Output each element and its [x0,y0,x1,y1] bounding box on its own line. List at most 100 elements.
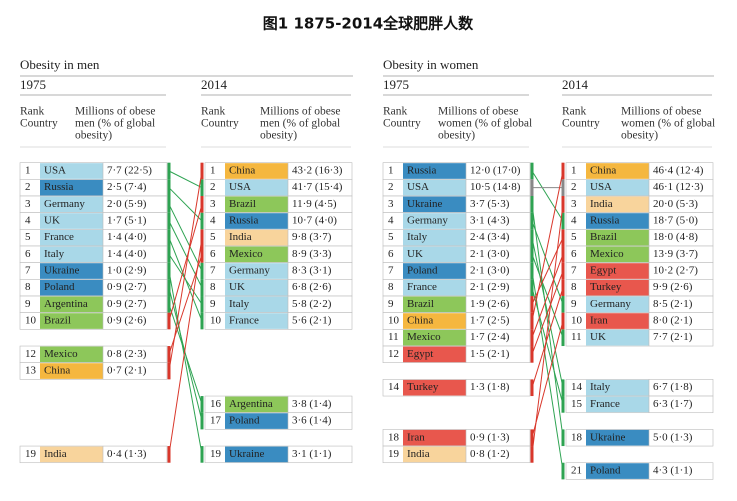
value: 2·5 (7·4) [107,181,147,193]
rank-link [168,270,203,455]
rank: 2 [571,181,577,193]
value: 6·7 (1·8) [653,381,693,393]
value: 12·0 (17·0) [470,165,521,177]
year: 1975 [20,77,46,92]
value: 41·7 (15·4) [292,181,343,193]
value: 46·1 (12·3) [653,181,704,193]
value: 7·7 (22·5) [107,165,152,177]
value: 10·5 (14·8) [470,181,521,193]
col-header: Millions of obese [260,106,341,118]
year: 2014 [562,77,589,92]
country: Brazil [590,231,617,243]
country-cell [225,313,288,329]
country-cell [225,163,288,179]
country: France [407,281,437,293]
value: 1·9 (2·6) [470,298,510,310]
rank: 10 [210,315,222,327]
country-cell [403,163,466,179]
country: USA [44,165,66,177]
country: Iran [407,431,425,443]
col-header: women (% of global [438,118,532,130]
value: 2·1 (2·9) [470,281,510,293]
col-header: Millions of obese [75,106,156,118]
value: 46·4 (12·4) [653,165,704,177]
panel-heading: Obesity in men [20,57,100,72]
country-cell [586,163,649,179]
rank: 1 [571,165,577,177]
rank-link [531,270,564,472]
value: 8·9 (3·3) [292,248,332,260]
country-cell [403,263,466,279]
country: Poland [229,415,260,427]
country-cell [40,279,103,296]
country: Turkey [590,281,622,293]
value: 0·7 (2·1) [107,365,147,377]
value: 10·7 (4·0) [292,215,337,227]
country-cell [40,213,103,229]
rank: 3 [210,198,216,210]
rank: 6 [25,248,31,260]
value: 2·0 (5·9) [107,198,147,210]
rank: 6 [571,248,577,260]
country: France [229,315,259,327]
country-cell [40,179,103,196]
value: 1·5 (2·1) [470,348,510,360]
country: Italy [407,231,428,243]
country-cell [586,246,649,263]
value: 18·7 (5·0) [653,215,698,227]
rank: 3 [25,198,31,210]
country: USA [590,181,612,193]
country-cell [40,229,103,246]
value: 1·7 (5·1) [107,215,147,227]
country-cell [586,329,649,346]
rank-link [531,254,564,338]
value: 1·7 (2·5) [470,315,510,327]
country: Poland [407,265,438,277]
country-cell [40,263,103,279]
rank: 7 [25,265,31,277]
country: Brazil [44,315,71,327]
value: 0·4 (1·3) [107,448,147,460]
value: 9·9 (2·6) [653,281,693,293]
country: Germany [44,198,85,210]
country-cell [225,196,288,213]
value: 8·3 (3·1) [292,265,332,277]
country: Mexico [44,348,78,360]
country: France [590,398,620,410]
rank: 11 [388,331,399,343]
value: 6·3 (1·7) [653,398,693,410]
country: China [44,365,70,377]
col-header: Rank [201,106,226,118]
rank: 9 [25,298,31,310]
country: Turkey [407,381,439,393]
rank: 9 [388,298,394,310]
rank-link [531,170,564,222]
country: Ukraine [44,265,80,277]
country-cell [225,263,288,279]
rank: 15 [571,398,583,410]
country-cell [40,246,103,263]
col-header: women (% of global [621,118,715,130]
country-cell [225,279,288,296]
value: 18·0 (4·8) [653,231,698,243]
value: 1·4 (4·0) [107,231,147,243]
col-header: obesity) [260,130,297,142]
col-header: obesity) [75,130,112,142]
rank: 12 [388,348,399,360]
rank-link [168,204,203,272]
rank: 8 [571,281,577,293]
rank: 10 [25,315,37,327]
country-cell [225,179,288,196]
country: India [407,448,430,460]
country: Russia [44,181,73,193]
rank-link [168,187,203,222]
col-header: Country [562,118,600,130]
value: 5·8 (2·2) [292,298,332,310]
rank: 1 [210,165,216,177]
rank: 2 [25,181,31,193]
country-cell [403,379,466,396]
value: 20·0 (5·3) [653,198,698,210]
country-cell [586,179,649,196]
value: 9·8 (3·7) [292,231,332,243]
